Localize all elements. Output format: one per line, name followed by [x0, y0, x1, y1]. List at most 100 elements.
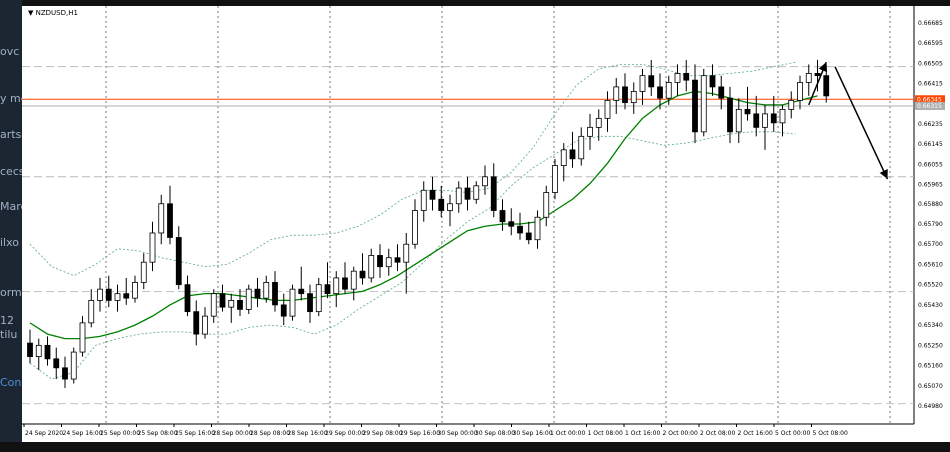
price-chart[interactable]: 0.666850.665950.665050.664150.663250.662…	[22, 6, 950, 442]
candle-body	[53, 358, 60, 369]
time-tick-label: 25 Sep 00:00	[100, 430, 140, 437]
price-tick-label: 0.66235	[918, 121, 943, 128]
candle-body	[263, 282, 270, 299]
forecast-arrow	[808, 61, 828, 106]
candle-body	[700, 75, 707, 133]
panel-text: tilu	[0, 328, 18, 341]
symbol-label: ▼ NZDUSD,H1	[28, 9, 78, 17]
panel-text: cecs	[0, 165, 22, 178]
candle-body	[604, 99, 611, 119]
candle-body	[447, 203, 453, 211]
candle-body	[105, 288, 112, 301]
price-tick-label: 0.65880	[918, 201, 943, 208]
candle-body	[307, 293, 313, 313]
candle-body	[709, 75, 716, 88]
candle-body	[788, 99, 795, 110]
price-tick-label: 0.66595	[918, 40, 943, 47]
price-tick-label: 0.66145	[918, 141, 943, 148]
candle-body	[753, 113, 760, 128]
candle-body	[123, 293, 130, 299]
candle-body	[35, 344, 42, 357]
time-tick-label: 1 Oct 16:00	[625, 430, 660, 437]
candle-body	[420, 189, 427, 211]
price-tick-label: 0.66505	[918, 60, 943, 67]
candle-body	[508, 221, 515, 227]
price-tick-label: 0.65610	[918, 261, 943, 268]
candle-body	[359, 270, 366, 279]
candle-body	[298, 288, 305, 295]
price-tick-label: 0.66055	[918, 161, 943, 168]
time-tick-label: 28 Sep 00:00	[213, 430, 253, 437]
candle-body	[280, 304, 287, 317]
price-label-box	[915, 102, 945, 111]
bollinger-lower-band	[29, 131, 796, 380]
candle-body	[674, 73, 681, 83]
time-tick-label: 29 Sep 08:00	[363, 430, 403, 437]
candle-body	[779, 108, 786, 124]
candle-body	[202, 315, 208, 335]
candle-body	[368, 255, 375, 279]
candle-body	[70, 351, 77, 380]
candle-body	[140, 261, 147, 283]
price-tick-label: 0.64980	[918, 403, 943, 410]
price-tick-label: 0.65965	[918, 182, 943, 189]
chevron-down-icon[interactable]: ▼	[28, 9, 34, 17]
candle-body	[254, 288, 261, 299]
candle-body	[805, 73, 812, 83]
price-tick-label: 0.65430	[918, 302, 943, 309]
candle-body	[517, 225, 523, 234]
candle-body	[595, 117, 602, 128]
candle-body	[569, 149, 576, 160]
side-panel: ovc y me arts cecs Marc ilxo orme 12 til…	[0, 0, 22, 452]
candle-body	[228, 299, 235, 308]
candle-body	[613, 86, 620, 101]
candle-body	[744, 108, 751, 115]
candle-body	[245, 288, 252, 310]
time-tick-label: 1 Oct 00:00	[550, 430, 585, 437]
candle-body	[665, 82, 672, 99]
candle-body	[552, 165, 558, 193]
time-tick-label: 24 Sep 2020	[25, 430, 63, 437]
panel-text: orme	[0, 286, 22, 299]
forecast-arrow	[834, 66, 889, 180]
panel-text: ilxo	[0, 236, 20, 249]
panel-text: Marc	[0, 200, 22, 213]
chart-window[interactable]: 0.666850.665950.665050.664150.663250.662…	[22, 6, 950, 442]
candle-body	[44, 344, 51, 360]
price-tick-label: 0.65700	[918, 241, 943, 248]
price-tick-label: 0.65070	[918, 383, 943, 390]
time-tick-label: 2 Oct 00:00	[663, 430, 698, 437]
time-tick-label: 5 Oct 08:00	[813, 430, 848, 437]
candle-body	[219, 293, 226, 308]
candle-body	[175, 237, 182, 286]
price-label-box	[915, 95, 945, 104]
candle-body	[797, 82, 803, 101]
price-tick-label: 0.65790	[918, 221, 943, 228]
time-tick-label: 1 Oct 08:00	[588, 430, 623, 437]
panel-text: ovc	[0, 45, 20, 58]
price-label-text: 0.66345	[917, 96, 942, 103]
time-tick-label: 29 Sep 00:00	[325, 430, 365, 437]
candle-body	[315, 284, 322, 313]
panel-link[interactable]: Cons	[0, 376, 22, 389]
time-tick-label: 24 Sep 16:00	[63, 430, 103, 437]
candle-body	[727, 97, 733, 133]
candle-body	[333, 277, 340, 295]
candle-body	[394, 257, 401, 263]
candle-body	[525, 232, 532, 241]
candle-body	[464, 187, 471, 200]
candle-body	[490, 176, 497, 211]
candle-body	[735, 108, 742, 133]
candle-body	[648, 75, 655, 88]
candle-body	[62, 367, 68, 380]
candle-body	[543, 192, 550, 218]
bollinger-upper-band	[29, 61, 796, 277]
candle-body	[770, 113, 777, 124]
candle-body	[237, 299, 243, 310]
price-label-text: 0.66315	[917, 103, 942, 110]
time-tick-label: 28 Sep 08:00	[250, 430, 290, 437]
price-tick-label: 0.66685	[918, 20, 943, 27]
candle-body	[377, 255, 383, 268]
candle-body	[184, 284, 191, 313]
panel-text: 12	[0, 314, 14, 327]
